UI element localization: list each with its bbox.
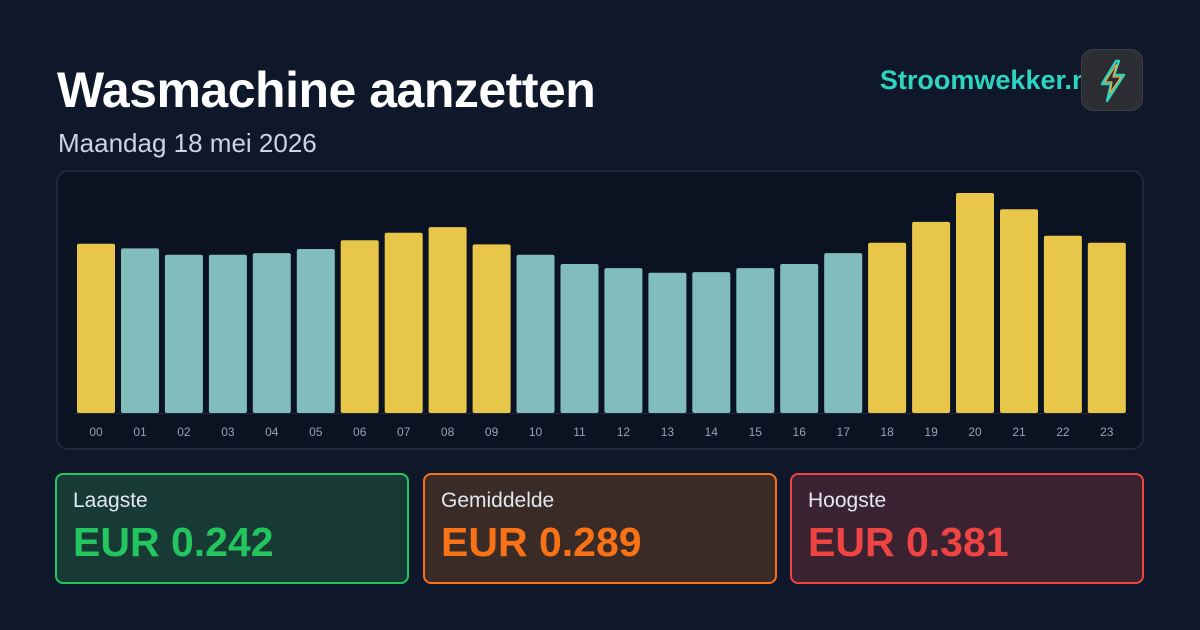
tick-label-hour-07: 07 <box>397 425 411 439</box>
bar-hour-08 <box>428 227 467 413</box>
tick-label-hour-04: 04 <box>265 425 279 439</box>
brand-logo[interactable] <box>1081 49 1143 111</box>
tick-label-hour-22: 22 <box>1056 425 1070 439</box>
tick-label-hour-23: 23 <box>1100 425 1114 439</box>
stat-highest-value: EUR 0.381 <box>808 519 1009 565</box>
bar-hour-01 <box>121 248 159 413</box>
tick-label-hour-05: 05 <box>309 425 323 439</box>
tick-label-hour-09: 09 <box>485 425 499 439</box>
tick-label-hour-06: 06 <box>353 425 367 439</box>
bar-hour-11 <box>560 264 599 413</box>
tick-label-hour-12: 12 <box>617 425 631 439</box>
bar-hour-10 <box>516 254 555 413</box>
lightning-bolt-icon <box>1100 59 1126 103</box>
bar-hour-21 <box>1000 209 1038 413</box>
bar-hour-00 <box>77 243 115 413</box>
bar-hour-19 <box>912 221 951 413</box>
bar-hour-13 <box>648 272 687 413</box>
bar-hour-22 <box>1043 235 1082 413</box>
tick-label-hour-20: 20 <box>968 425 982 439</box>
bar-hour-18 <box>868 242 907 413</box>
bar-hour-23 <box>1087 242 1126 413</box>
bar-hour-17 <box>824 253 863 413</box>
tick-label-hour-19: 19 <box>924 425 938 439</box>
tick-label-hour-11: 11 <box>573 425 586 439</box>
brand-name[interactable]: Stroomwekker.nl <box>879 65 1096 95</box>
bar-hour-04 <box>252 253 291 413</box>
bar-hour-07 <box>384 232 423 413</box>
bar-hour-02 <box>164 254 203 413</box>
tick-label-hour-10: 10 <box>529 425 543 439</box>
price-chart: 00 01 02 03 04 05 06 07 08 09 10 11 12 13 14 15 16 17 18 19… <box>56 170 1144 450</box>
stat-average-label: Gemiddelde <box>441 489 555 512</box>
bar-hour-20 <box>956 193 994 413</box>
bar-hour-15 <box>736 268 775 413</box>
stat-lowest-value: EUR 0.242 <box>73 519 274 565</box>
tick-label-hour-16: 16 <box>793 425 807 439</box>
tick-label-hour-17: 17 <box>837 425 851 439</box>
page-title: Wasmachine aanzetten <box>57 62 596 118</box>
bar-hour-09 <box>472 244 511 413</box>
tick-label-hour-21: 21 <box>1012 425 1026 439</box>
tick-label-hour-01: 01 <box>133 425 147 439</box>
tick-label-hour-18: 18 <box>880 425 894 439</box>
bar-hour-05 <box>296 249 335 413</box>
stat-highest-label: Hoogste <box>808 489 887 512</box>
tick-label-hour-02: 02 <box>177 425 191 439</box>
stat-highest-price: Hoogste EUR 0.381 <box>790 473 1144 584</box>
stat-average-value: EUR 0.289 <box>441 519 642 565</box>
bar-hour-16 <box>780 264 819 413</box>
page-subtitle: Maandag 18 mei 2026 <box>58 128 317 158</box>
bar-hour-06 <box>340 240 379 413</box>
tick-label-hour-00: 00 <box>89 425 103 439</box>
tick-label-hour-08: 08 <box>441 425 455 439</box>
bar-hour-14 <box>692 272 731 413</box>
price-bar-chart: 00 01 02 03 04 05 06 07 08 09 10 11 12 13 14 15 16 17 18 19… <box>75 193 1128 439</box>
stat-average-price: Gemiddelde EUR 0.289 <box>423 473 777 584</box>
stat-lowest-price: Laagste EUR 0.242 <box>55 473 409 584</box>
bar-hour-03 <box>208 254 247 413</box>
tick-label-hour-03: 03 <box>221 425 235 439</box>
bar-hour-12 <box>604 268 643 413</box>
tick-label-hour-15: 15 <box>749 425 763 439</box>
tick-label-hour-14: 14 <box>705 425 719 439</box>
stat-lowest-label: Laagste <box>73 489 148 512</box>
tick-label-hour-13: 13 <box>661 425 675 439</box>
